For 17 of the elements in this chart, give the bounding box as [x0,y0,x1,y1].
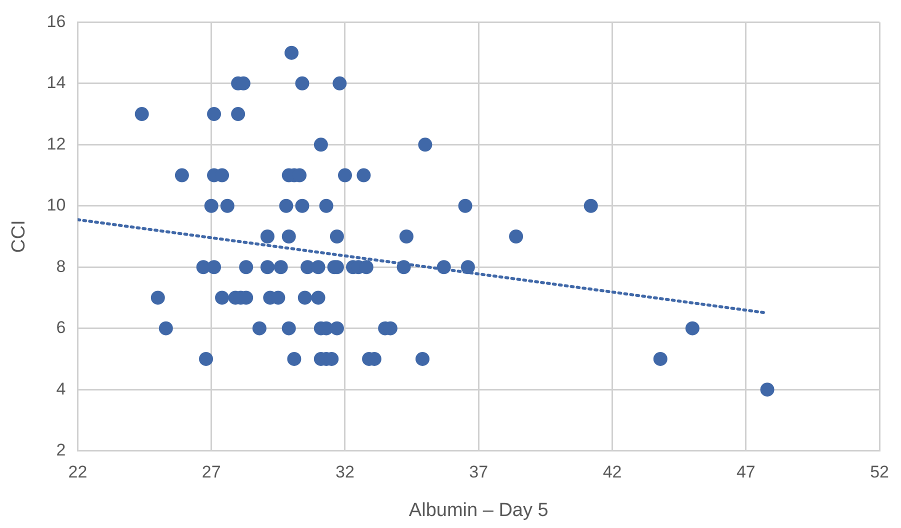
x-tick-label: 52 [870,462,890,482]
x-tick-label: 22 [68,462,88,482]
y-tick-label: 8 [56,256,66,276]
x-axis-title: Albumin – Day 5 [408,500,548,521]
x-tick-label: 27 [202,462,221,482]
y-axis-title: CCI [8,220,30,253]
y-tick-label: 14 [46,73,66,92]
y-tick-label: 12 [46,134,66,154]
x-tick-label: 37 [469,462,488,482]
y-tick-label: 16 [46,12,66,31]
y-tick-label: 2 [56,440,66,460]
y-tick-label: 6 [56,318,66,338]
y-tick-label: 10 [46,196,66,215]
x-tick-label: 32 [336,462,354,482]
y-tick-label: 4 [56,379,66,398]
x-tick-label: 42 [602,462,622,482]
x-tick-label: 47 [736,462,756,482]
